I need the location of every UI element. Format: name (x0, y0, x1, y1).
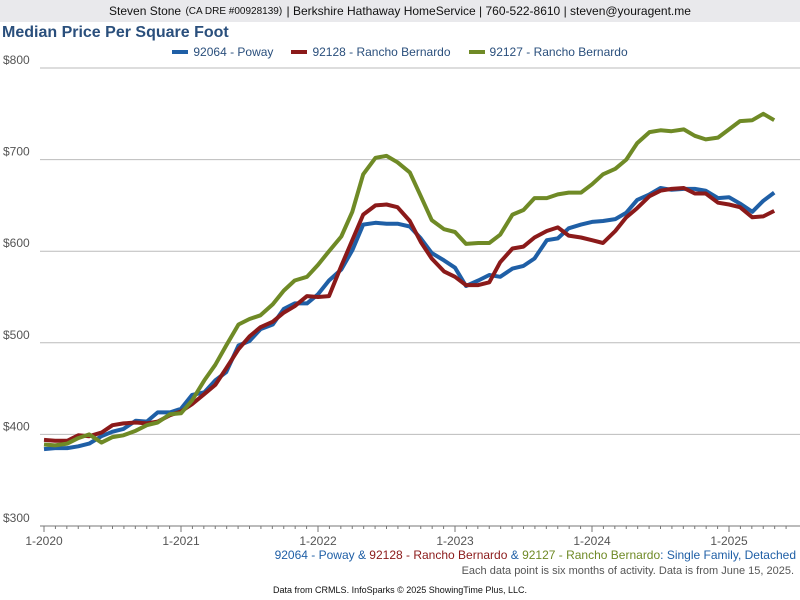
y-tick-label: $700 (3, 145, 30, 159)
subtitle-separator: & (354, 548, 370, 562)
subtitle-separator: & (507, 548, 523, 562)
footer-credit: Data from CRMLS. InfoSparks © 2025 Showi… (273, 585, 527, 595)
series-line-rb127[interactable] (43, 111, 776, 448)
y-tick-label: $800 (3, 53, 30, 67)
y-tick-label: $300 (3, 511, 30, 525)
legend-label-poway: 92064 - Poway (193, 45, 274, 59)
agent-contact: | Berkshire Hathaway HomeService | 760-5… (286, 4, 691, 18)
agent-name: Steven Stone (109, 4, 182, 18)
legend-item-poway[interactable]: 92064 - Poway (172, 45, 273, 59)
subtitle-rb127: 92127 - Rancho Bernardo (522, 548, 661, 562)
x-tick-label: 1-2021 (162, 534, 200, 548)
x-tick-label: 1-2025 (710, 534, 748, 548)
chart-legend: 92064 - Poway 92128 - Rancho Bernardo 92… (0, 45, 800, 59)
legend-swatch-poway (172, 50, 189, 54)
y-tick-label: $500 (3, 328, 30, 342)
y-tick-label: $600 (3, 236, 30, 250)
chart-subtitle: 92064 - Poway & 92128 - Rancho Bernardo … (275, 548, 796, 562)
legend-label-rb128: 92128 - Rancho Bernardo (312, 45, 451, 59)
subtitle-property-type: : Single Family, Detached (660, 548, 796, 562)
subtitle-rb128: 92128 - Rancho Bernardo (369, 548, 508, 562)
x-tick-label: 1-2023 (436, 534, 474, 548)
legend-swatch-rb128 (291, 50, 308, 54)
subtitle-poway: 92064 - Poway (274, 548, 355, 562)
x-tick-label: 1-2020 (25, 534, 63, 548)
legend-label-rb127: 92127 - Rancho Bernardo (489, 45, 628, 59)
legend-item-rb128[interactable]: 92128 - Rancho Bernardo (291, 45, 451, 59)
x-tick-label: 1-2022 (299, 534, 337, 548)
axis-layer: $300 $400 $500 $600 $700 $800 1-2020 1-2021 1-20… (3, 53, 800, 548)
data-note: Each data point is six months of activit… (461, 565, 794, 577)
series-layer (43, 111, 776, 452)
chart-title: Median Price Per Square Foot (2, 24, 229, 41)
y-tick-label: $400 (3, 419, 30, 433)
series-line-poway[interactable] (43, 186, 776, 452)
agent-license: (CA DRE #00928139) (185, 5, 283, 17)
agent-header-bar: Steven Stone (CA DRE #00928139) | Berksh… (0, 0, 800, 22)
legend-item-rb127[interactable]: 92127 - Rancho Bernardo (468, 45, 628, 59)
x-tick-label: 1-2024 (573, 534, 611, 548)
grid-layer (40, 67, 800, 527)
legend-swatch-rb127 (468, 50, 485, 54)
